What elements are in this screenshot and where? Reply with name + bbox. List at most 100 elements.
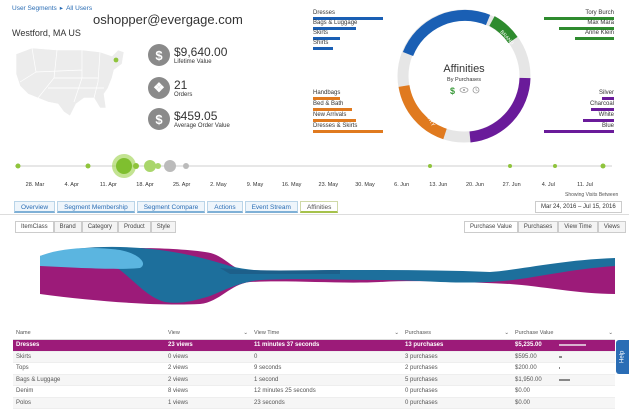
stream-layer-tops[interactable] xyxy=(220,268,340,274)
col-header-view[interactable]: View ⌄ xyxy=(168,330,254,336)
table-row[interactable]: Skirts 0 views 0 3 purchases $595.00 xyxy=(13,351,615,363)
cell-purchases: 13 purchases xyxy=(405,342,444,349)
affinity-item-label: Anne Klein xyxy=(584,30,614,36)
purchase-dollar-icon[interactable]: $ xyxy=(450,86,455,96)
affinity-item[interactable]: Silver xyxy=(599,90,614,100)
tab-segment-membership[interactable]: Segment Membership xyxy=(57,201,135,213)
tab-overview[interactable]: Overview xyxy=(14,201,56,213)
segment-label-color: COLOR xyxy=(485,100,502,119)
view-eye-icon[interactable] xyxy=(459,87,469,93)
filter-style[interactable]: Style xyxy=(150,221,177,233)
table-row[interactable]: Denim 8 views 12 minutes 25 seconds 0 purch… xyxy=(13,386,615,398)
affinity-item[interactable]: Handbags xyxy=(313,90,340,100)
tab-segment-compare[interactable]: Segment Compare xyxy=(136,201,206,213)
filter-brand[interactable]: Brand xyxy=(53,221,82,233)
dollar-icon: $ xyxy=(148,108,170,130)
clock-icon[interactable] xyxy=(472,86,480,94)
affinity-item[interactable]: White xyxy=(582,112,614,122)
affinity-item-label: Bags & Luggage xyxy=(313,20,358,26)
brand-list: Tory Burch Max Mara Anne Klein xyxy=(534,10,614,55)
timeline-date-label: 25. Apr xyxy=(172,182,191,188)
affinity-item[interactable]: Max Mara xyxy=(559,20,614,30)
filter-category[interactable]: Category xyxy=(81,221,119,233)
affinity-item[interactable]: Blue xyxy=(543,123,614,133)
col-header-view-time[interactable]: View Time ⌄ xyxy=(254,330,405,336)
donut-segment-color[interactable] xyxy=(469,77,531,143)
stat-value: 21 xyxy=(174,78,188,92)
cell-purchase-value-text: $1,950.00 xyxy=(515,376,542,383)
affinity-item-bar xyxy=(590,108,614,111)
cell-view-time: 1 second xyxy=(254,376,279,383)
location-marker xyxy=(113,57,119,63)
affinity-item[interactable]: New Arrivals xyxy=(313,112,356,122)
divider xyxy=(0,214,629,215)
table-row[interactable]: Tops 2 views 9 seconds 2 purchases $200.00 xyxy=(13,363,615,375)
cell-view: 2 views xyxy=(168,365,189,372)
affinity-item-label: Dresses & Skirts xyxy=(313,123,358,129)
cell-purchases: 5 purchases xyxy=(405,376,438,383)
metric-view-time[interactable]: View Time xyxy=(558,221,598,233)
affinity-item[interactable]: Skirts xyxy=(313,30,341,40)
purchase-value-bar xyxy=(559,367,561,370)
dropbox-icon: ❖ xyxy=(148,77,170,99)
timeline-date-label: 6. Jun xyxy=(394,182,410,188)
stream-layer-bags[interactable] xyxy=(40,246,615,303)
product-class-list: Dresses Bags & Luggage Skirts Shirts xyxy=(313,10,393,55)
cell-view: 23 views xyxy=(168,342,193,349)
stat-value: $459.05 xyxy=(174,109,218,123)
affinity-item[interactable]: Dresses xyxy=(313,10,384,20)
donut-segment-product-class[interactable] xyxy=(402,9,491,57)
metric-purchase-value[interactable]: Purchase Value xyxy=(464,221,518,233)
table-row[interactable]: Bags & Luggage 2 views 1 second 5 purchases… xyxy=(13,374,615,386)
affinity-stream-graph[interactable] xyxy=(40,240,615,316)
affinity-item[interactable]: Bags & Luggage xyxy=(313,20,357,30)
timeline-date-label: 16. May xyxy=(281,182,302,188)
cell-purchases: 0 purchases xyxy=(405,388,438,395)
affinity-item[interactable]: Charcoal xyxy=(590,101,614,111)
timeline-date-label: 20. Jun xyxy=(465,182,485,188)
affinity-item-label: Max Mara xyxy=(587,20,614,26)
affinity-item-bar xyxy=(313,17,384,20)
tab-event-stream[interactable]: Event Stream xyxy=(244,201,298,213)
table-header: Name View ⌄ View Time ⌄ Purchases ⌄ Purchas… xyxy=(13,326,615,340)
cell-name: Polos xyxy=(16,399,32,406)
donut-segment-brand[interactable] xyxy=(489,16,518,44)
cell-view-time: 0 xyxy=(254,353,258,360)
date-range-picker[interactable]: Mar 24, 2016 – Jul 15, 2016 xyxy=(535,201,622,213)
filter-product[interactable]: Product xyxy=(118,221,151,233)
table-row[interactable]: Polos 1 views 23 seconds 0 purchases $0.00 xyxy=(13,397,615,409)
col-header-purchases[interactable]: Purchases ⌄ xyxy=(405,330,515,336)
donut-segment-category[interactable] xyxy=(398,84,447,140)
metric-views[interactable]: Views xyxy=(597,221,626,233)
cell-purchase-value-text: $0.00 xyxy=(515,388,531,395)
tab-actions[interactable]: Actions xyxy=(207,201,243,213)
tab-affinities[interactable]: Affinities xyxy=(299,201,339,213)
affinity-item-bar xyxy=(313,97,341,100)
user-email: oshopper@evergage.com xyxy=(93,12,243,27)
timeline-date-axis: 28. Mar 4. Apr 11. Apr 18. Apr 25. Apr 2. May… xyxy=(0,182,629,192)
stream-layer-skirts[interactable] xyxy=(40,248,144,269)
cell-purchases: 2 purchases xyxy=(405,365,438,372)
cell-purchase-value: $0.00 xyxy=(515,400,615,406)
affinity-item-label: Charcoal xyxy=(589,101,614,107)
breadcrumb-separator: ▸ xyxy=(59,5,64,12)
help-tab[interactable]: Help xyxy=(616,340,629,374)
chevron-down-icon: ⌄ xyxy=(608,329,613,336)
metric-purchases[interactable]: Purchases xyxy=(517,221,559,233)
col-header-name[interactable]: Name xyxy=(16,329,31,336)
visit-timeline[interactable] xyxy=(0,150,629,182)
cell-name: Denim xyxy=(16,388,34,395)
breadcrumb-all-users[interactable]: All Users xyxy=(66,4,93,12)
affinity-item[interactable]: Shirts xyxy=(313,40,333,50)
affinity-item[interactable]: Bed & Bath xyxy=(313,101,352,111)
breadcrumb-user-segments[interactable]: User Segments xyxy=(12,4,57,12)
affinity-item-bar xyxy=(543,17,614,20)
affinity-item[interactable]: Anne Klein xyxy=(575,30,614,40)
affinity-item[interactable]: Dresses & Skirts xyxy=(313,123,384,133)
affinities-title: Affinities xyxy=(443,63,485,75)
table-row[interactable]: Dresses 23 views 11 minutes 37 seconds 13 p… xyxy=(13,340,615,352)
affinity-item[interactable]: Tory Burch xyxy=(543,10,614,20)
filter-itemclass[interactable]: ItemClass xyxy=(15,221,54,233)
col-header-purchase-value[interactable]: Purchase Value ⌄ xyxy=(515,330,615,336)
timeline-date-label: 4. Apr xyxy=(64,182,79,188)
